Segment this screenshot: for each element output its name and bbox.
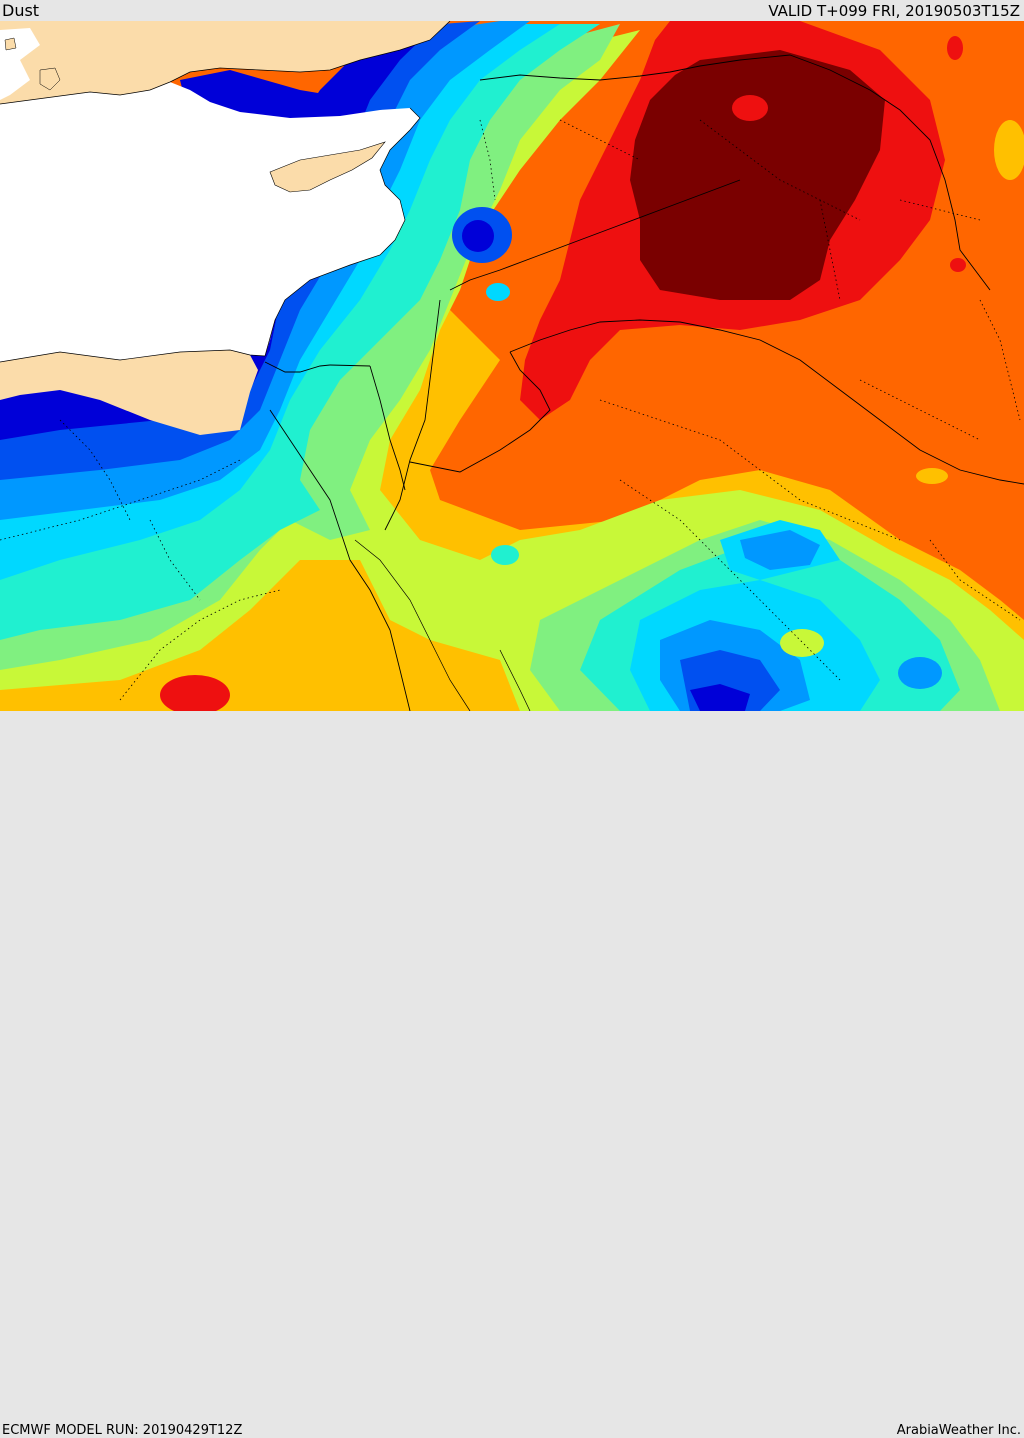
model-run-label: ECMWF MODEL RUN: 20190429T12Z [2, 1423, 243, 1438]
field-green-spot-north [431, 165, 459, 205]
map-title: Dust [2, 1, 40, 20]
country-borders [264, 54, 1024, 711]
footer-bar: ECMWF MODEL RUN: 20190429T12Z ArabiaWeat… [0, 711, 1024, 1438]
dust-concentration-map [0, 21, 1024, 711]
land-rhodes [39, 67, 61, 91]
credit-label: ArabiaWeather Inc. [896, 1423, 1021, 1438]
land-island-small [4, 37, 17, 51]
field-darkred-zone [630, 50, 885, 300]
valid-time: VALID T+099 FRI, 20190503T15Z [768, 2, 1020, 20]
header-bar: Dust VALID T+099 FRI, 20190503T15Z [0, 0, 1024, 21]
field-lime-spot-arabia [780, 629, 824, 657]
field-yellow-spot-mid [916, 468, 948, 484]
land-egypt-libya [0, 350, 258, 435]
field-teal-spot-egypt [491, 545, 519, 565]
field-red-spot-east [947, 36, 963, 60]
field-cyan-spot-arabia [898, 657, 942, 689]
field-red-spot-south [160, 675, 230, 711]
field-yellow-spot-east [994, 120, 1024, 180]
field-red-spot-small [950, 258, 966, 272]
field-red-spot [732, 95, 768, 121]
field-darkblue-spot-lebanon [462, 220, 494, 252]
land-cyprus-top [269, 141, 386, 193]
field-teal-band [0, 24, 960, 711]
coastlines [0, 21, 531, 711]
land-turkey [0, 21, 450, 104]
field-cyan-spot-jordan [486, 283, 510, 301]
province-borders [0, 119, 1021, 701]
sea-mediterranean [0, 82, 420, 362]
